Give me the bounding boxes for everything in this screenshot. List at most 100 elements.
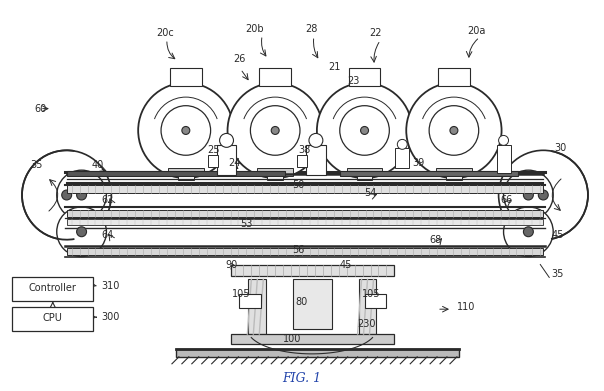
Bar (293, 280, 332, 329)
Bar (178, 175, 194, 180)
Text: 28: 28 (305, 24, 317, 34)
Bar (267, 175, 283, 180)
Text: 100: 100 (283, 334, 301, 344)
Bar (170, 68, 202, 86)
Bar (436, 168, 472, 176)
Text: 56: 56 (292, 245, 304, 255)
Bar (208, 155, 217, 167)
Text: 23: 23 (348, 76, 360, 86)
Bar (365, 294, 387, 308)
Text: 105: 105 (362, 289, 380, 299)
Bar (438, 68, 470, 86)
Text: 64: 64 (101, 230, 114, 240)
Circle shape (251, 106, 300, 155)
Bar (349, 68, 381, 86)
Text: 40: 40 (92, 160, 104, 170)
Bar (306, 145, 326, 175)
Bar (347, 168, 382, 176)
Text: 20a: 20a (467, 26, 485, 36)
Circle shape (77, 227, 86, 237)
Bar (259, 68, 291, 86)
Circle shape (220, 133, 234, 147)
Text: 53: 53 (240, 219, 253, 229)
Circle shape (504, 170, 553, 220)
Bar (231, 264, 394, 276)
Circle shape (57, 170, 106, 220)
Circle shape (340, 106, 390, 155)
Text: 54: 54 (365, 188, 377, 198)
Circle shape (228, 83, 323, 178)
Circle shape (361, 127, 368, 135)
Circle shape (57, 207, 106, 256)
Circle shape (309, 133, 323, 147)
Circle shape (524, 190, 533, 200)
Text: 45: 45 (339, 260, 352, 269)
Text: 24: 24 (228, 158, 241, 168)
Text: 38: 38 (298, 145, 310, 155)
Circle shape (498, 150, 588, 240)
Text: 45: 45 (551, 230, 564, 240)
Text: 66: 66 (501, 195, 513, 205)
Text: 110: 110 (457, 302, 475, 312)
Text: 230: 230 (358, 319, 376, 329)
Circle shape (498, 135, 509, 145)
Text: 20c: 20c (156, 28, 174, 38)
Bar (12, 307, 94, 331)
Bar (339, 171, 518, 176)
Circle shape (406, 83, 501, 178)
Circle shape (182, 127, 190, 135)
Bar (66, 248, 543, 255)
Text: 26: 26 (234, 54, 246, 64)
Bar (359, 280, 376, 334)
Circle shape (62, 190, 72, 200)
Bar (66, 185, 543, 193)
Text: 20b: 20b (245, 24, 264, 34)
Circle shape (271, 127, 279, 135)
Text: Controller: Controller (29, 283, 77, 293)
Circle shape (138, 83, 234, 178)
Circle shape (429, 106, 479, 155)
Text: 105: 105 (231, 289, 250, 299)
Text: 39: 39 (412, 158, 425, 168)
Bar (66, 210, 543, 217)
Circle shape (22, 150, 111, 240)
Bar (239, 294, 262, 308)
Text: CPU: CPU (43, 313, 63, 323)
Text: 80: 80 (295, 297, 307, 307)
Text: 60: 60 (34, 104, 46, 114)
Text: 35: 35 (551, 269, 564, 280)
Text: 300: 300 (101, 312, 120, 322)
Bar (66, 171, 285, 176)
Text: FIG. 1: FIG. 1 (283, 372, 321, 385)
Circle shape (397, 140, 407, 149)
Text: 50: 50 (292, 180, 304, 190)
Circle shape (161, 106, 211, 155)
Circle shape (504, 207, 553, 256)
Bar (396, 148, 410, 168)
Bar (176, 349, 459, 357)
Circle shape (77, 190, 86, 200)
Text: 68: 68 (429, 235, 442, 245)
Text: 90: 90 (225, 260, 238, 269)
Bar (248, 280, 266, 334)
Circle shape (450, 127, 458, 135)
Circle shape (538, 190, 548, 200)
Bar (297, 155, 307, 167)
Bar (231, 334, 394, 344)
Bar (66, 219, 543, 225)
Circle shape (317, 83, 412, 178)
Text: 25: 25 (208, 145, 220, 155)
Text: 310: 310 (101, 282, 120, 291)
Text: 62: 62 (101, 195, 114, 205)
Circle shape (524, 227, 533, 237)
Bar (496, 145, 510, 173)
Bar (12, 277, 94, 301)
Text: 22: 22 (370, 28, 382, 38)
Bar (257, 168, 293, 176)
Bar (356, 175, 373, 180)
Bar (217, 145, 237, 175)
Bar (446, 175, 462, 180)
Text: 21: 21 (328, 62, 340, 72)
Text: 30: 30 (554, 143, 567, 153)
Text: 35: 35 (30, 160, 42, 170)
